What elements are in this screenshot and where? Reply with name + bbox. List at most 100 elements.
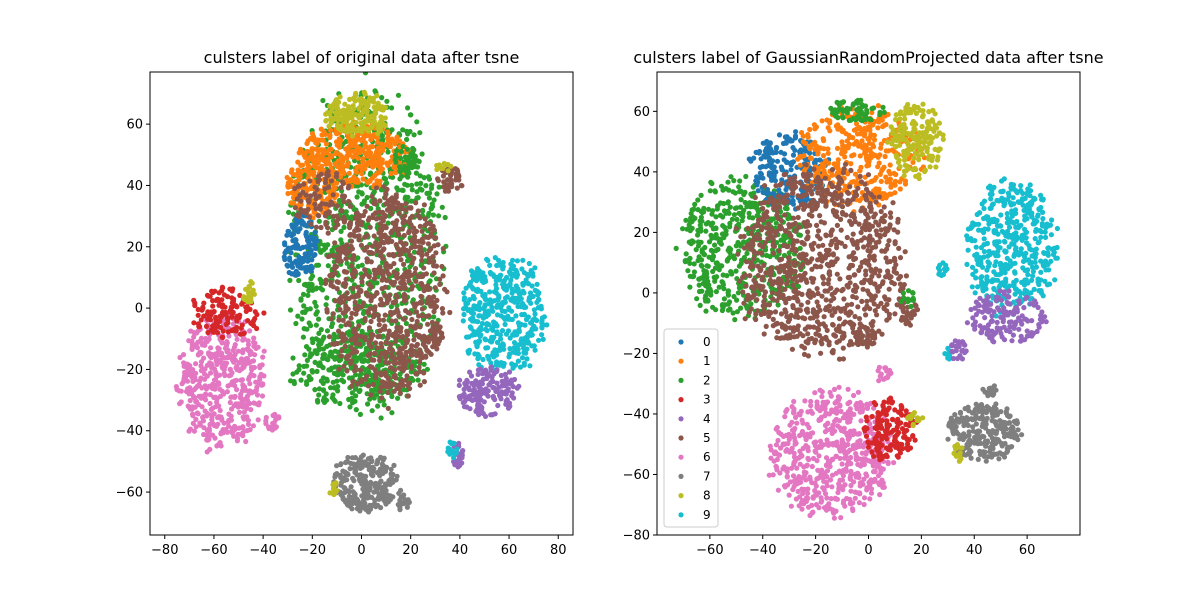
point-label-2 — [734, 216, 740, 222]
point-label-2 — [696, 254, 702, 260]
point-label-9 — [492, 255, 498, 261]
point-label-2 — [355, 263, 361, 269]
point-label-5 — [348, 337, 354, 343]
point-label-4 — [482, 389, 488, 395]
point-label-0 — [301, 222, 307, 228]
point-label-9 — [532, 265, 538, 271]
point-label-2 — [304, 306, 310, 313]
point-label-1 — [349, 148, 355, 154]
point-label-2 — [302, 352, 308, 358]
point-label-2 — [421, 361, 427, 367]
point-label-5 — [367, 224, 373, 230]
point-label-2 — [744, 305, 750, 311]
point-label-5 — [401, 298, 407, 304]
point-label-5 — [328, 178, 335, 184]
point-label-7 — [378, 478, 384, 484]
point-label-9 — [479, 320, 485, 327]
point-label-1 — [388, 170, 394, 177]
point-label-5 — [413, 309, 420, 315]
point-label-2 — [304, 357, 310, 363]
point-label-5 — [394, 275, 400, 281]
point-label-2 — [683, 217, 689, 223]
point-label-6 — [177, 354, 183, 361]
point-label-7 — [364, 495, 370, 501]
point-label-2 — [353, 372, 359, 378]
point-label-2 — [336, 357, 342, 364]
point-label-2 — [359, 190, 365, 196]
point-label-2 — [782, 205, 789, 211]
point-label-2 — [299, 316, 305, 322]
point-label-6 — [198, 359, 205, 365]
point-label-2 — [332, 348, 338, 354]
point-label-5 — [356, 237, 362, 243]
point-label-2 — [734, 309, 741, 315]
point-label-5 — [377, 253, 383, 259]
point-label-2 — [341, 224, 347, 230]
point-label-9 — [480, 356, 486, 363]
point-label-2 — [319, 287, 326, 293]
point-label-2 — [731, 256, 738, 262]
point-label-0 — [306, 251, 312, 257]
point-label-5 — [353, 331, 359, 337]
point-label-1 — [354, 164, 360, 170]
point-label-2 — [732, 317, 738, 323]
point-label-5 — [372, 271, 378, 277]
point-label-5 — [349, 383, 355, 389]
point-label-5 — [400, 333, 406, 340]
point-label-2 — [309, 282, 315, 288]
point-label-2 — [424, 366, 430, 372]
point-label-5 — [336, 328, 342, 334]
point-label-5 — [435, 242, 441, 248]
point-label-2 — [785, 216, 791, 222]
point-label-5 — [382, 223, 388, 229]
point-label-2 — [375, 403, 381, 409]
point-label-5 — [425, 321, 431, 327]
point-label-5 — [378, 226, 384, 232]
point-label-5 — [362, 208, 368, 215]
point-label-5 — [328, 316, 334, 322]
point-label-7 — [351, 478, 357, 484]
point-label-1 — [357, 149, 363, 156]
point-label-6 — [224, 349, 230, 355]
point-label-5 — [336, 251, 343, 258]
point-label-5 — [401, 362, 407, 368]
point-label-5 — [383, 339, 390, 345]
point-label-5 — [408, 346, 414, 352]
point-label-5 — [334, 171, 340, 177]
point-label-3 — [229, 328, 235, 334]
point-label-5 — [338, 185, 344, 191]
point-label-2 — [369, 408, 375, 414]
point-label-2 — [309, 273, 316, 279]
point-label-2 — [731, 212, 738, 218]
point-label-2 — [418, 180, 424, 186]
point-label-2 — [394, 148, 400, 154]
point-label-5 — [434, 320, 440, 326]
point-label-5 — [357, 341, 363, 347]
point-label-5 — [349, 256, 355, 262]
point-label-6 — [230, 321, 236, 327]
point-label-8 — [332, 99, 338, 105]
point-label-2 — [372, 88, 378, 94]
point-label-6 — [242, 402, 248, 408]
point-label-5 — [370, 381, 376, 388]
point-label-2 — [704, 263, 710, 269]
point-label-3 — [211, 308, 217, 315]
point-label-6 — [208, 355, 214, 361]
point-label-2 — [314, 309, 320, 315]
point-label-8 — [346, 104, 352, 110]
point-label-5 — [371, 200, 377, 206]
point-label-3 — [223, 321, 229, 327]
point-label-2 — [416, 158, 422, 165]
point-label-9 — [461, 311, 467, 318]
point-label-5 — [353, 311, 359, 317]
point-label-3 — [225, 316, 231, 322]
point-label-2 — [393, 159, 399, 165]
point-label-9 — [520, 288, 526, 294]
point-label-7 — [338, 461, 344, 467]
point-label-1 — [295, 159, 301, 165]
point-label-3 — [224, 294, 231, 300]
point-label-2 — [361, 357, 367, 363]
point-label-2 — [316, 316, 322, 322]
x-tick-label: 40 — [452, 543, 469, 558]
point-label-8 — [364, 112, 370, 119]
